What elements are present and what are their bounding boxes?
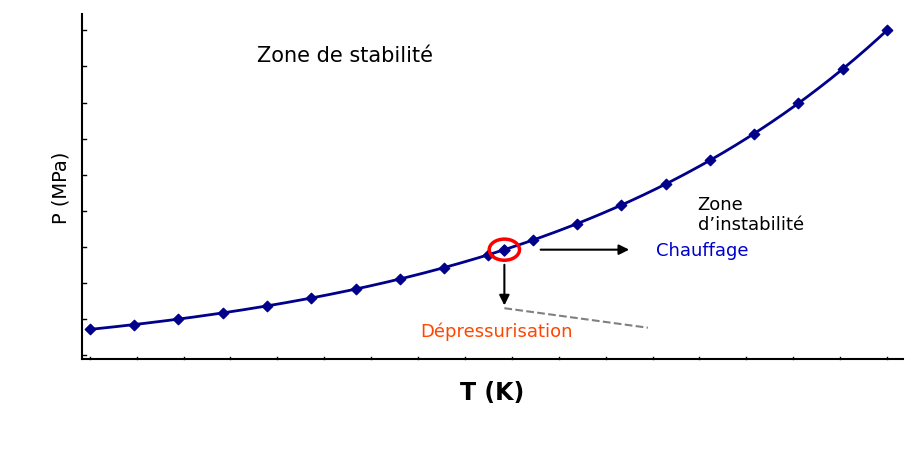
Point bbox=[304, 295, 319, 302]
Point bbox=[348, 286, 363, 293]
Point bbox=[525, 237, 540, 244]
Text: Zone de stabilité: Zone de stabilité bbox=[257, 46, 432, 66]
Point bbox=[437, 264, 452, 272]
Point bbox=[216, 309, 230, 317]
Point bbox=[791, 101, 806, 108]
Text: Zone
d’instabilité: Zone d’instabilité bbox=[698, 195, 804, 234]
X-axis label: T (K): T (K) bbox=[460, 379, 524, 404]
Text: Chauffage: Chauffage bbox=[655, 241, 748, 259]
Point bbox=[702, 157, 717, 165]
Point bbox=[481, 252, 496, 259]
Point bbox=[127, 321, 141, 329]
Point bbox=[497, 247, 511, 254]
Point bbox=[570, 221, 585, 228]
Point bbox=[260, 303, 274, 310]
Point bbox=[835, 66, 850, 73]
Point bbox=[83, 326, 97, 334]
Point bbox=[747, 131, 762, 138]
Y-axis label: P (MPa): P (MPa) bbox=[51, 151, 71, 223]
Point bbox=[879, 28, 894, 35]
Point bbox=[171, 316, 185, 323]
Text: Dépressurisation: Dépressurisation bbox=[420, 322, 573, 340]
Point bbox=[614, 202, 629, 209]
Point bbox=[658, 181, 673, 188]
Point bbox=[393, 276, 408, 283]
